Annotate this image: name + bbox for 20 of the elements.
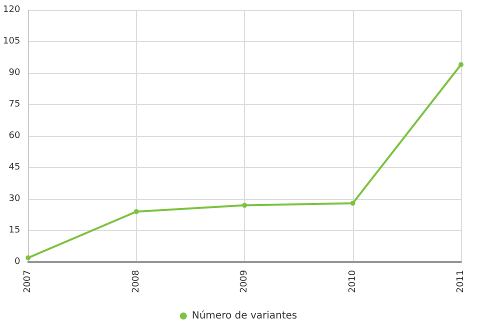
legend-label: Número de variantes: [192, 310, 298, 322]
y-tick-label: 45: [8, 162, 20, 172]
point: [26, 255, 31, 260]
y-tick-label: 30: [8, 194, 20, 204]
point: [458, 62, 464, 68]
y-tick-label: 60: [8, 131, 20, 141]
point: [134, 209, 139, 214]
y-tick-label: 120: [2, 5, 20, 15]
y-tick-label: 90: [8, 68, 20, 78]
x-tick-label: 2009: [240, 270, 250, 293]
y-tick-label: 15: [8, 226, 20, 236]
y-tick-label: 0: [14, 257, 20, 267]
y-tick-label: 105: [2, 36, 20, 46]
point: [350, 200, 356, 206]
x-tick-label: 2007: [23, 270, 34, 293]
x-tick-label: 2010: [348, 270, 358, 293]
y-tick-label: 75: [8, 100, 20, 110]
x-tick-label: 2011: [456, 270, 466, 293]
x-tick-label: 2008: [131, 270, 142, 293]
point: [242, 202, 248, 208]
